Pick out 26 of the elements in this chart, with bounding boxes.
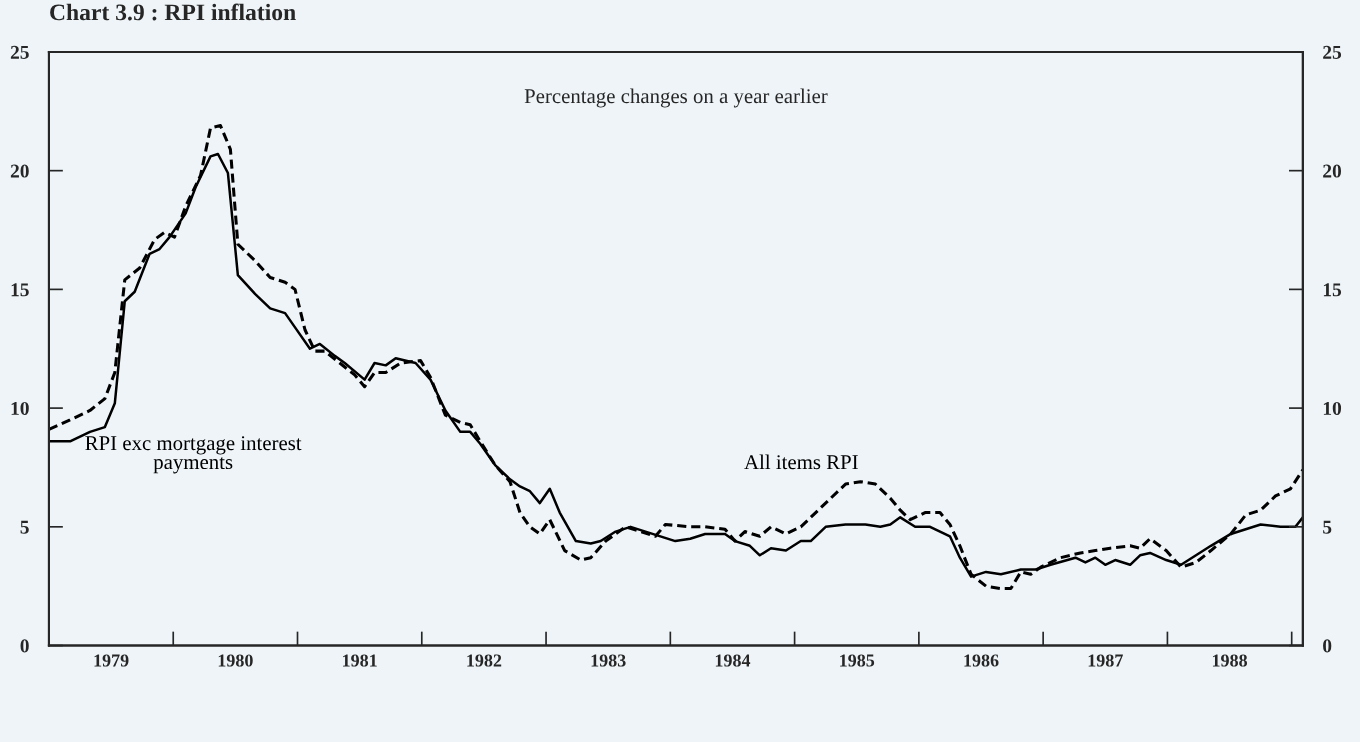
x-tick-label: 1982 bbox=[467, 654, 502, 667]
chart-title: Chart 3.9 : RPI inflation bbox=[50, 3, 296, 21]
x-tick-label: 1987 bbox=[1088, 654, 1123, 667]
x-tick-label: 1986 bbox=[964, 654, 999, 667]
y2-tick-label: 5 bbox=[1323, 520, 1332, 534]
y-tick-label: 10 bbox=[11, 401, 29, 416]
x-tick-label: 1984 bbox=[715, 654, 751, 667]
y-tick-label: 5 bbox=[20, 520, 29, 534]
x-tick-label: 1983 bbox=[591, 654, 626, 667]
y-tick-label: 15 bbox=[11, 283, 29, 297]
y-tick-label: 0 bbox=[20, 639, 29, 653]
series-label: All items RPI bbox=[744, 454, 858, 470]
y2-tick-label: 15 bbox=[1323, 283, 1342, 297]
y-tick-label: 20 bbox=[10, 164, 29, 178]
y2-tick-label: 20 bbox=[1323, 164, 1342, 178]
x-tick-label: 1981 bbox=[343, 654, 377, 667]
text: Percentage changes on a year earlier bbox=[524, 88, 828, 108]
x-tick-label: 1985 bbox=[840, 654, 875, 667]
series-label: RPI exc mortgage interest payments bbox=[85, 436, 302, 474]
y-tick-label: 25 bbox=[10, 45, 29, 59]
y2-tick-label: 0 bbox=[1323, 639, 1332, 653]
x-tick-label: 1980 bbox=[218, 654, 253, 667]
y2-tick-label: 10 bbox=[1323, 401, 1342, 416]
x-tick-label: 1979 bbox=[94, 654, 129, 667]
x-tick-label: 1988 bbox=[1212, 654, 1248, 667]
y2-tick-label: 25 bbox=[1323, 45, 1342, 59]
